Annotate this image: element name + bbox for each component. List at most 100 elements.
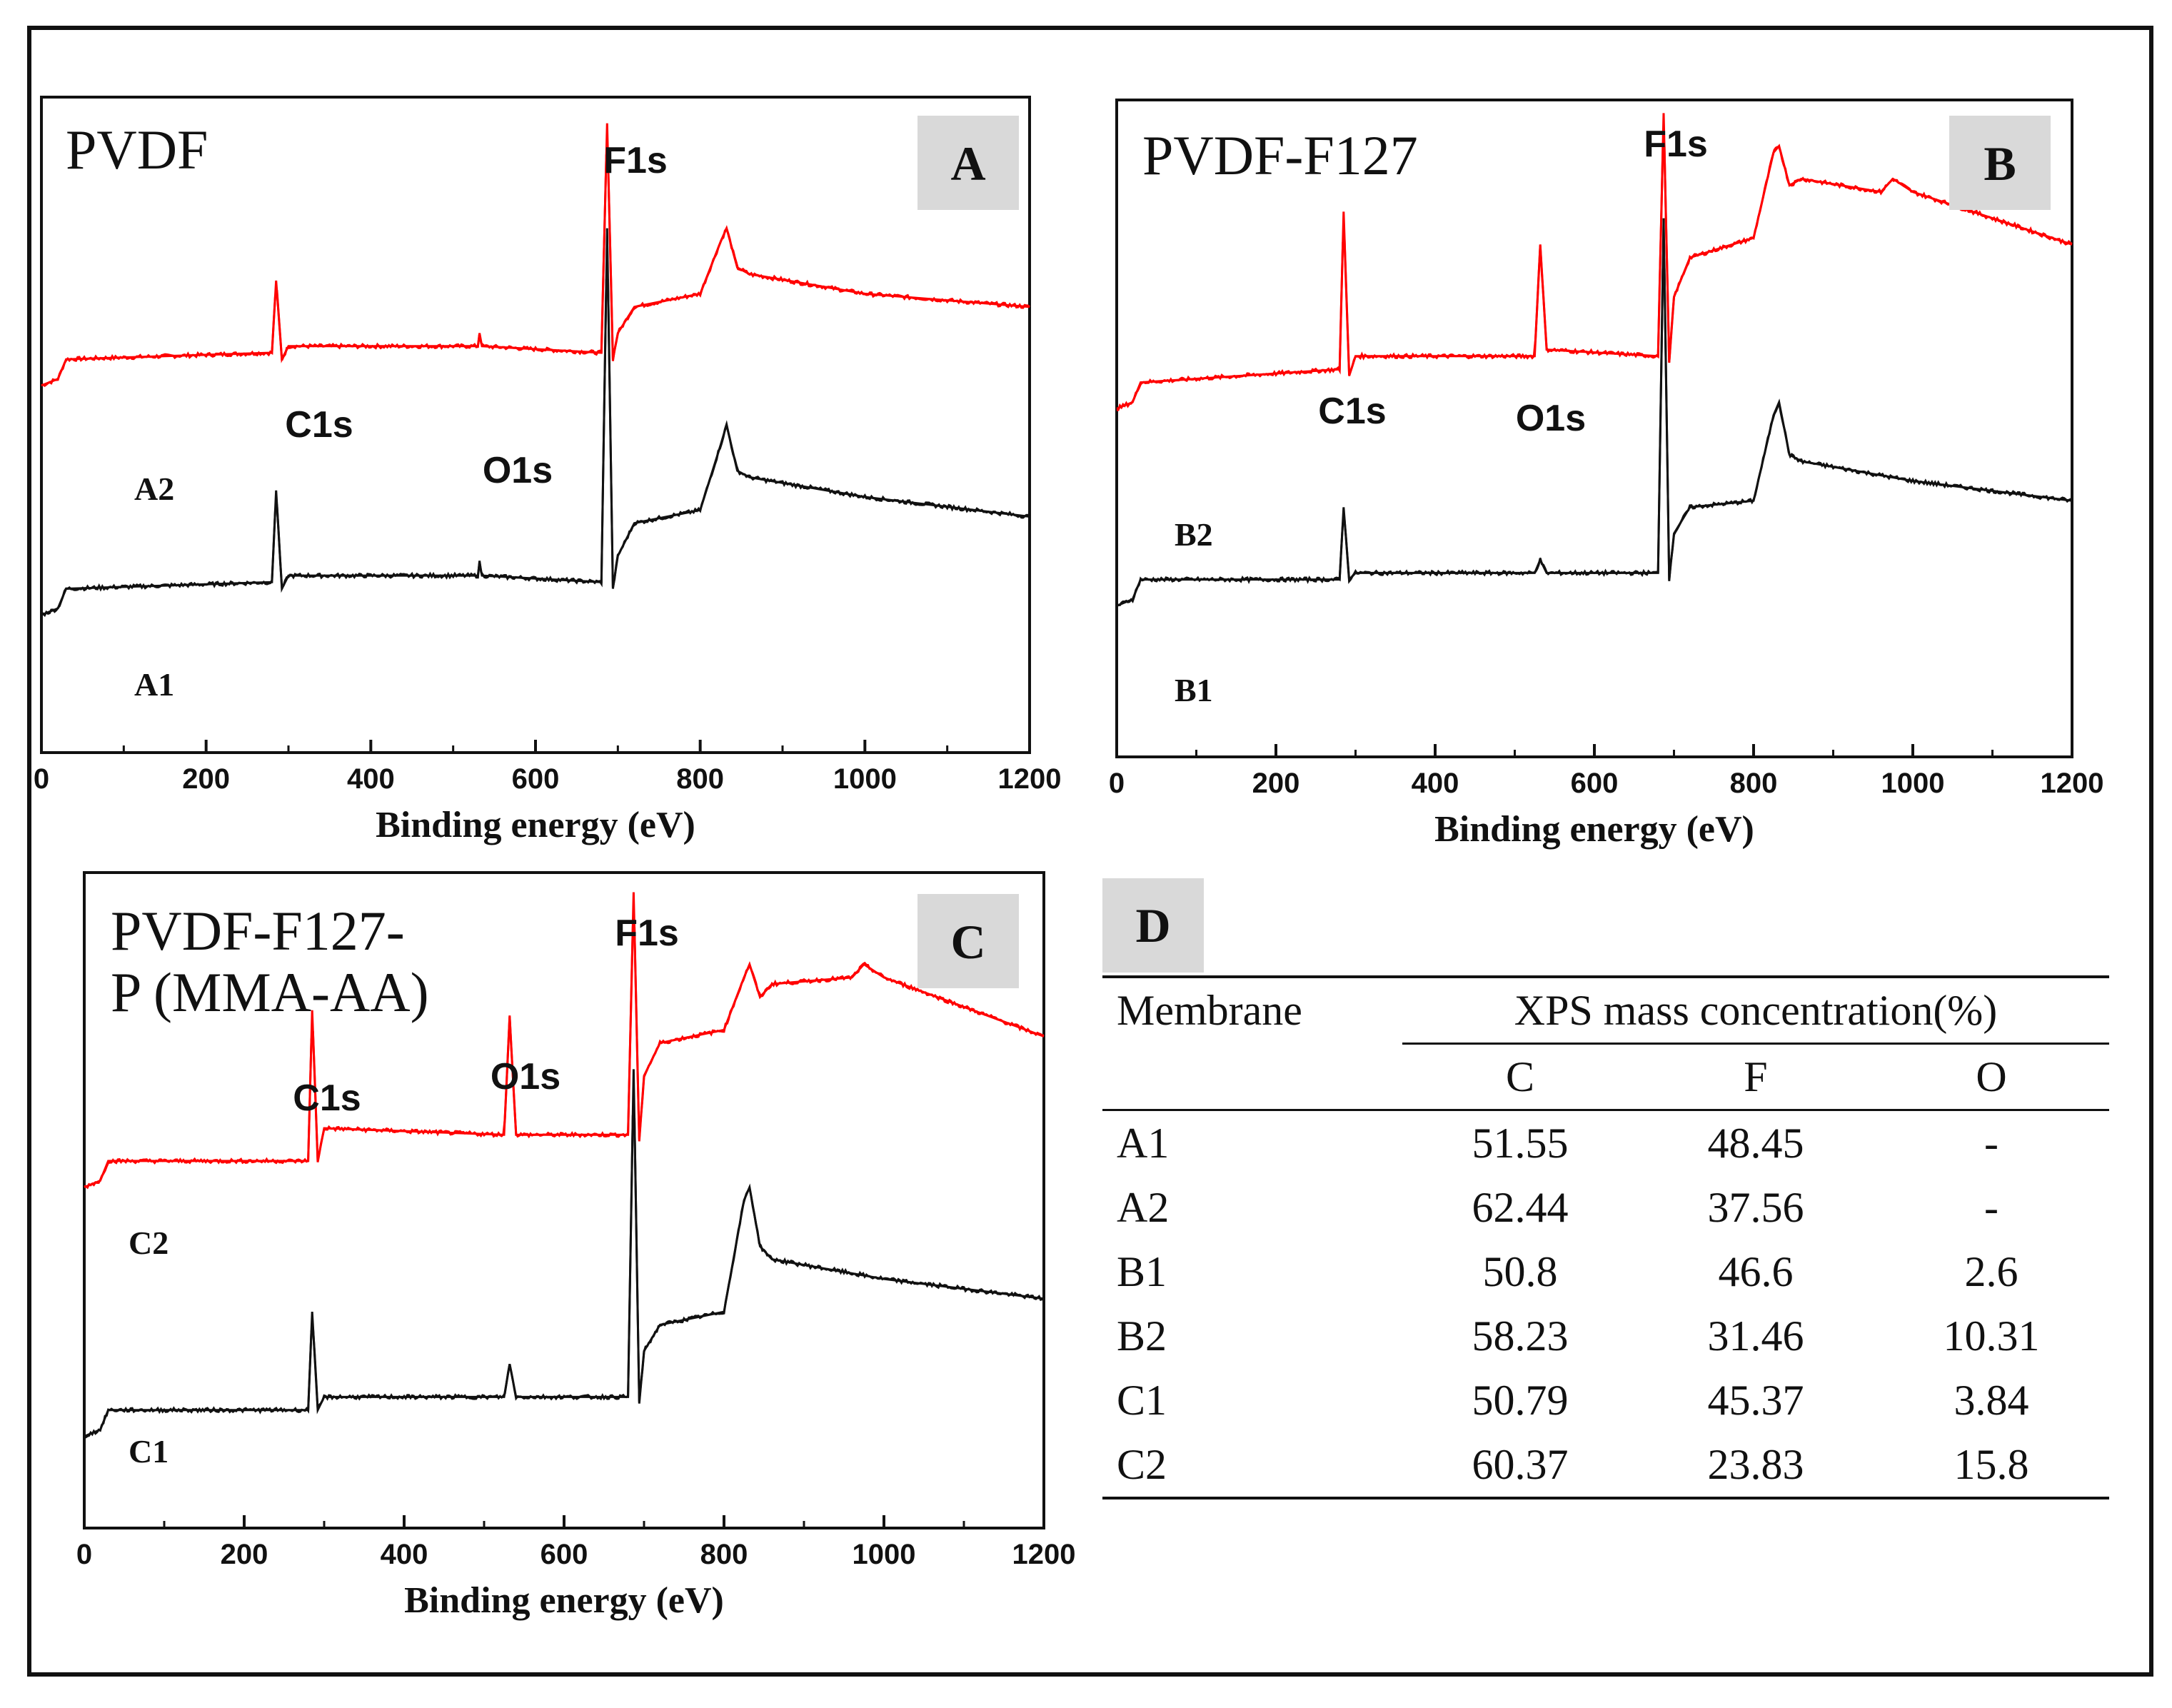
plot-area-frame <box>40 96 1031 754</box>
cell-membrane: B2 <box>1117 1312 1167 1360</box>
cell-o: 10.31 <box>1943 1312 2040 1360</box>
chart-title: PVDF-F127 <box>1142 124 1418 186</box>
panel-d-badge: D <box>1102 878 1204 973</box>
panel-badge-letter: B <box>1984 136 2016 191</box>
col-f: F <box>1744 1053 1768 1100</box>
x-axis-label: Binding energy (eV) <box>376 805 695 845</box>
cell-c: 62.44 <box>1472 1183 1569 1231</box>
col-blank <box>1102 1044 1402 1110</box>
series-label-b1: B1 <box>1175 672 1213 708</box>
cell-c: 51.55 <box>1472 1119 1569 1167</box>
table-row: B2 58.23 31.46 10.31 <box>1102 1304 2109 1368</box>
figure-frame <box>27 26 2153 1677</box>
series-line-b2 <box>1116 145 2073 412</box>
panel-badge-letter: A <box>950 136 985 191</box>
chart-title: PVDF <box>66 119 208 181</box>
series-peaks-a1 <box>41 228 1030 616</box>
peak-label-f1s: F1s <box>615 913 679 954</box>
x-tick-label: 1000 <box>833 763 897 795</box>
series-peaks-c2 <box>84 892 1045 1188</box>
x-tick-label: 600 <box>1571 768 1619 799</box>
table-body: A1 51.55 48.45- A2 62.44 37.56- B1 50.8 46.6 2.6 B… <box>1102 1110 2109 1498</box>
cell-o: 2.6 <box>1964 1247 2018 1295</box>
peak-label-f1s: F1s <box>603 140 668 181</box>
cell-c: 58.23 <box>1472 1312 1569 1360</box>
panel-badge-bg <box>917 116 1019 210</box>
cell-membrane: A1 <box>1117 1119 1170 1167</box>
x-tick-label: 200 <box>1252 768 1300 799</box>
peak-label-o1s: O1s <box>1516 398 1586 439</box>
x-tick-label: 200 <box>221 1539 268 1570</box>
table-row: C2 60.37 23.83 15.8 <box>1102 1432 2109 1498</box>
plot-area-frame <box>1115 99 2073 758</box>
series-peaks-b2 <box>1116 113 2073 410</box>
chart-title: P (MMA-AA) <box>111 961 429 1023</box>
table-row: A2 62.44 37.56 - <box>1102 1175 2109 1240</box>
x-tick-label: 400 <box>347 763 395 795</box>
x-tick-label: 1200 <box>2041 768 2104 799</box>
x-tick-label: 0 <box>76 1539 92 1570</box>
x-tick-label: 1000 <box>1881 768 1945 799</box>
cell-f: 45.37 <box>1707 1376 1804 1424</box>
cell-membrane: C1 <box>1117 1376 1167 1424</box>
series-label-c1: C1 <box>129 1433 169 1470</box>
col-o: O <box>1976 1053 2007 1100</box>
peak-label-f1s: F1s <box>1644 124 1708 165</box>
cell-f: 37.56 <box>1707 1183 1804 1231</box>
x-axis-label: Binding energy (eV) <box>1434 809 1754 850</box>
cell-c: 50.8 <box>1482 1247 1558 1295</box>
x-tick-label: 400 <box>1412 768 1459 799</box>
cell-f: 48.45 <box>1707 1119 1804 1167</box>
series-label-a2: A2 <box>134 471 174 507</box>
series-label-c2: C2 <box>129 1225 169 1261</box>
x-tick-label: 800 <box>700 1539 748 1570</box>
x-tick-label: 0 <box>1109 768 1125 799</box>
x-tick-label: 1000 <box>853 1539 916 1570</box>
x-tick-label: 800 <box>676 763 724 795</box>
chart-panel-a: 0 200 400 600 800 1000 1200 Binding energy (eV)… <box>34 96 1062 845</box>
x-tick-label: 1200 <box>998 763 1062 795</box>
cell-c: 60.37 <box>1472 1440 1569 1488</box>
x-tick-label: 600 <box>541 1539 588 1570</box>
series-line-a1 <box>41 278 1030 618</box>
peak-label-c1s: C1s <box>285 404 353 446</box>
table-row: B1 50.8 46.6 2.6 <box>1102 1240 2109 1304</box>
table-row: A1 51.55 48.45 - <box>1102 1110 2109 1176</box>
chart-panel-c: 0 200 400 600 800 1000 1200 Binding energy (eV)… <box>76 871 1075 1621</box>
cell-f: 46.6 <box>1718 1247 1794 1295</box>
series-label-a1: A1 <box>134 666 174 703</box>
x-tick-label: 200 <box>182 763 230 795</box>
cell-c: 50.79 <box>1472 1376 1569 1424</box>
chart-panel-b: 0 200 400 600 800 1000 1200 Binding energy (eV)… <box>1109 99 2104 850</box>
table-row: C1 50.79 45.37 3.84 <box>1102 1368 2109 1432</box>
peak-label-c1s: C1s <box>1318 391 1386 432</box>
peak-label-o1s: O1s <box>483 450 553 491</box>
panel-badge-bg <box>917 894 1019 988</box>
x-tick-label: 600 <box>512 763 560 795</box>
chart-title: PVDF-F127- <box>111 900 405 962</box>
cell-membrane: A2 <box>1117 1183 1170 1231</box>
panel-d: D Membrane XPS mass concentration(%) C F… <box>1102 878 2116 1507</box>
panel-badge-bg <box>1949 116 2051 210</box>
peak-label-c1s: C1s <box>293 1077 361 1119</box>
cell-membrane: C2 <box>1117 1440 1167 1488</box>
cell-o: 3.84 <box>1954 1376 2029 1424</box>
cell-f: 31.46 <box>1707 1312 1804 1360</box>
peak-label-o1s: O1s <box>491 1056 560 1097</box>
x-tick-label: 400 <box>381 1539 428 1570</box>
x-tick-label: 0 <box>34 763 49 795</box>
series-line-a2 <box>41 154 1030 388</box>
series-label-b2: B2 <box>1175 516 1213 553</box>
col-membrane: Membrane <box>1117 987 1302 1035</box>
series-peaks-b1 <box>1116 218 2073 607</box>
col-group: XPS mass concentration(%) <box>1402 977 2109 1045</box>
cell-f: 23.83 <box>1707 1440 1804 1488</box>
cell-o: - <box>1984 1119 1998 1167</box>
series-line-b1 <box>1116 268 2073 608</box>
x-tick-label: 800 <box>1730 768 1778 799</box>
cell-o: 15.8 <box>1954 1440 2029 1488</box>
x-axis-label: Binding energy (eV) <box>404 1580 724 1621</box>
series-peaks-a2 <box>41 123 1030 387</box>
col-c: C <box>1505 1053 1534 1100</box>
